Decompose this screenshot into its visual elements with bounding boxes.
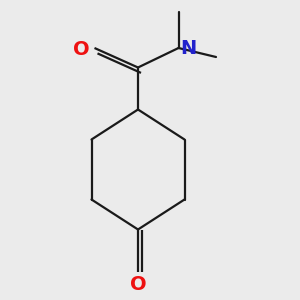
Text: O: O [74,40,90,59]
Text: N: N [180,38,196,58]
Text: O: O [130,275,146,294]
